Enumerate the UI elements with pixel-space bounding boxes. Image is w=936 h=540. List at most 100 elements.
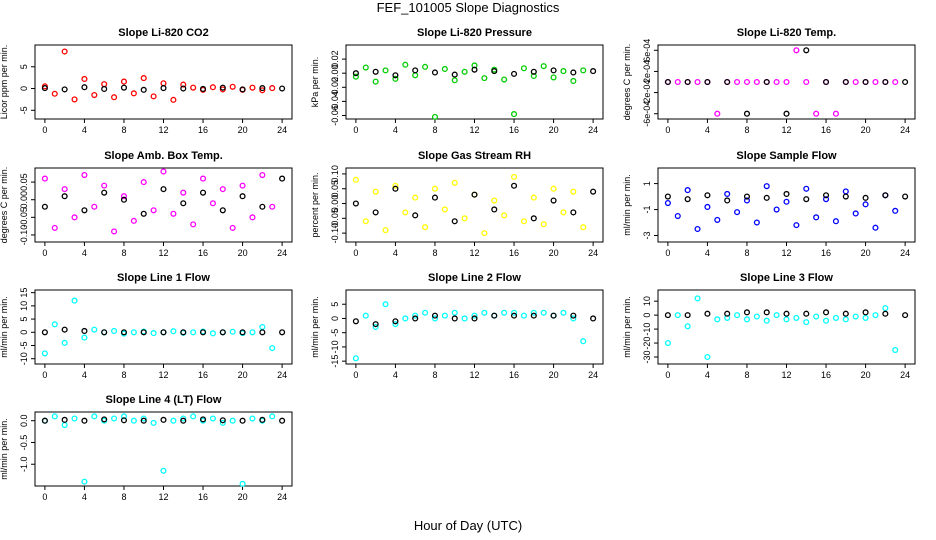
x-tick-label: 4 [82, 248, 87, 258]
y-tick-label: -5 [19, 106, 29, 114]
data-point [481, 75, 488, 82]
x-tick-label: 4 [82, 492, 87, 502]
data-point [743, 316, 751, 323]
data-point [71, 96, 78, 103]
data-point [239, 86, 246, 93]
panel-title: Slope Li-820 Pressure [417, 27, 532, 39]
data-point [372, 188, 379, 195]
y-tick-label: 1 [642, 181, 652, 186]
data-point [51, 224, 58, 231]
x-tick-label: 12 [158, 248, 168, 258]
y-axis-label: ml/min per min. [310, 296, 320, 358]
data-point [279, 175, 286, 182]
x-tick-label: 8 [432, 248, 437, 258]
data-point [382, 301, 389, 308]
data-point [269, 85, 276, 92]
data-point [269, 345, 276, 352]
data-point [160, 85, 167, 92]
x-tick-label: 8 [432, 125, 437, 135]
data-point [471, 66, 478, 73]
data-point [120, 196, 128, 203]
data-point [259, 87, 266, 94]
data-point [199, 329, 207, 336]
data-point [362, 218, 369, 225]
y-tick-label: -15 [330, 355, 340, 368]
y-tick-label: 0.05 [330, 180, 340, 198]
data-point [813, 110, 820, 117]
data-point [130, 217, 137, 224]
data-point [91, 326, 98, 333]
y-tick-label: -30 [642, 351, 652, 364]
data-point [852, 210, 859, 217]
data-point [150, 207, 157, 214]
x-tick-label: 8 [121, 125, 126, 135]
data-point [402, 61, 409, 68]
data-point [694, 78, 701, 86]
data-point [510, 173, 518, 180]
data-point [412, 72, 419, 79]
data-point [822, 196, 830, 203]
data-point [412, 312, 419, 319]
data-point [160, 168, 167, 175]
data-point [402, 209, 409, 216]
data-point [813, 313, 820, 320]
y-tick-label: 0.10 [330, 165, 340, 183]
data-point [674, 212, 681, 220]
data-point [783, 198, 790, 205]
x-tick-label: 16 [509, 125, 519, 135]
data-point [664, 312, 671, 319]
panel-title: Slope Line 4 (LT) Flow [106, 394, 222, 406]
y-tick-label: 5 [19, 64, 29, 69]
data-point [862, 78, 869, 86]
data-point [501, 76, 508, 83]
data-point [842, 310, 849, 317]
x-tick-label: 24 [588, 125, 598, 135]
y-tick-label: 0.05 [19, 173, 29, 191]
data-point [101, 329, 108, 336]
data-point [209, 84, 216, 91]
data-point [793, 222, 800, 229]
data-point [111, 327, 118, 335]
data-point [451, 71, 458, 78]
x-tick-label: 20 [861, 125, 871, 135]
data-point [743, 193, 751, 200]
data-point [140, 210, 147, 217]
data-point [783, 310, 790, 317]
data-point [882, 78, 889, 86]
data-point [372, 68, 379, 75]
data-point [170, 96, 177, 103]
data-point [743, 309, 751, 316]
data-point [862, 309, 869, 316]
data-point [259, 171, 266, 179]
data-point [392, 182, 399, 189]
y-tick-label: -5 [19, 341, 29, 349]
data-point [461, 215, 468, 222]
data-point [580, 224, 587, 231]
data-point [392, 318, 399, 325]
data-point [550, 74, 557, 81]
data-point [239, 193, 246, 200]
y-tick-label: 10 [642, 296, 652, 306]
data-point [570, 315, 577, 322]
x-tick-label: 4 [705, 248, 710, 258]
y-tick-label: -1 [642, 206, 652, 214]
x-tick-label: 8 [121, 492, 126, 502]
data-point [822, 309, 830, 316]
data-point [431, 69, 439, 76]
data-point [803, 196, 810, 203]
x-tick-label: 20 [861, 248, 871, 258]
plot-frame [657, 44, 916, 120]
data-point [481, 309, 488, 316]
x-tick-label: 20 [238, 248, 248, 258]
data-point [61, 339, 68, 346]
data-point [120, 413, 128, 420]
data-point [540, 63, 547, 70]
data-point [842, 193, 849, 200]
data-point [190, 413, 197, 420]
x-tick-label: 20 [238, 492, 248, 502]
data-point [81, 327, 88, 335]
y-tick-label: 0 [19, 86, 29, 91]
data-point [540, 221, 547, 228]
data-point [783, 78, 790, 86]
data-point [734, 78, 741, 86]
